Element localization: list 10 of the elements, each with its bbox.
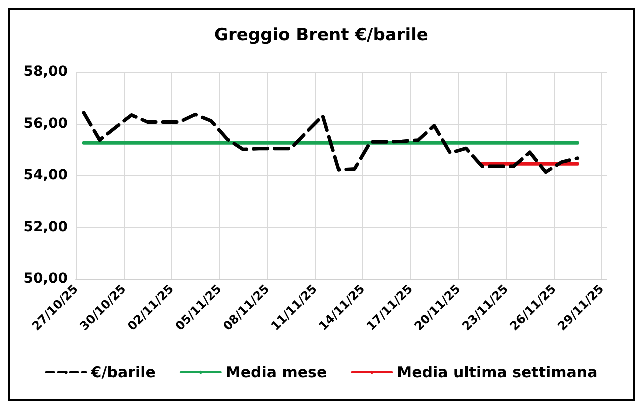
legend-label: €/barile bbox=[90, 364, 156, 382]
y-tick-label: 52,00 bbox=[24, 219, 68, 236]
y-tick-label: 56,00 bbox=[24, 116, 68, 132]
legend-label: Media ultima settimana bbox=[397, 364, 598, 382]
y-tick-label: 54,00 bbox=[24, 168, 68, 184]
chart-title: Greggio Brent €/barile bbox=[214, 26, 428, 46]
legend-label: Media mese bbox=[226, 364, 328, 382]
line-series bbox=[82, 111, 580, 174]
y-tick-label: 58,00 bbox=[24, 64, 68, 80]
y-tick-label: 50,00 bbox=[24, 271, 68, 287]
